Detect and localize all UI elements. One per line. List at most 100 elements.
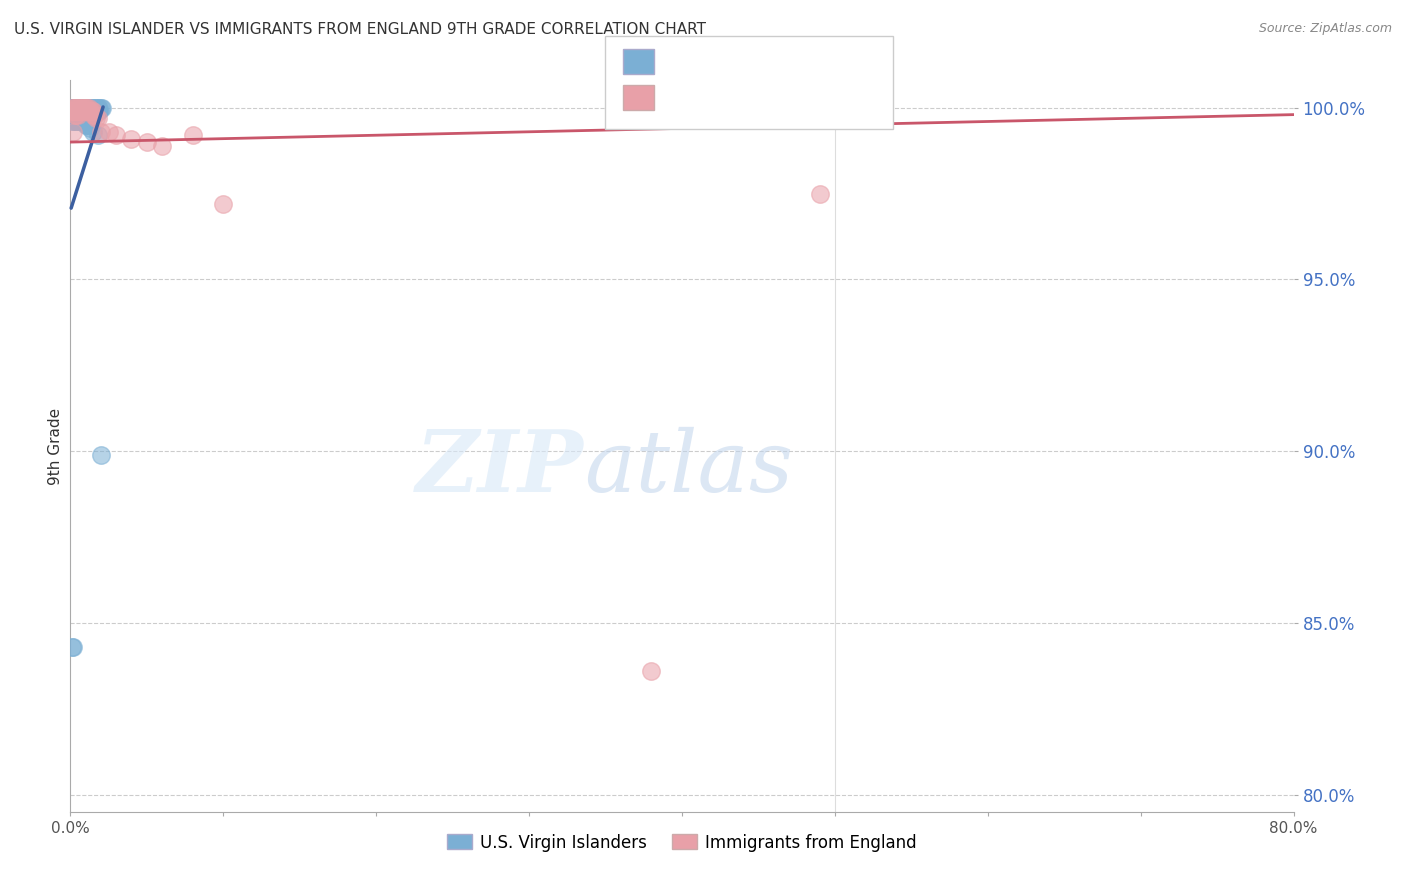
Point xyxy=(70,104,93,119)
Point xyxy=(83,104,105,119)
Point xyxy=(69,101,91,115)
Point xyxy=(60,114,83,128)
Point xyxy=(84,104,107,119)
Point xyxy=(80,104,103,119)
Point xyxy=(73,101,96,115)
Point xyxy=(63,104,86,119)
Point xyxy=(60,104,83,119)
Point xyxy=(90,125,112,139)
Point xyxy=(84,111,107,125)
Point xyxy=(76,104,98,119)
Point xyxy=(62,101,84,115)
Point xyxy=(89,104,111,119)
Point xyxy=(63,101,86,115)
Point xyxy=(60,101,83,115)
Point xyxy=(73,104,96,119)
Text: Source: ZipAtlas.com: Source: ZipAtlas.com xyxy=(1258,22,1392,36)
Point xyxy=(60,104,83,119)
Point xyxy=(62,114,84,128)
Point xyxy=(76,118,98,132)
Point xyxy=(63,104,86,119)
Point xyxy=(83,107,105,121)
Legend: U.S. Virgin Islanders, Immigrants from England: U.S. Virgin Islanders, Immigrants from E… xyxy=(440,827,924,858)
Point xyxy=(82,104,104,119)
Point xyxy=(65,101,87,115)
Point xyxy=(91,101,114,115)
Point xyxy=(90,448,112,462)
Point xyxy=(90,101,112,115)
Point xyxy=(181,128,204,143)
Point xyxy=(65,104,87,119)
Point xyxy=(77,118,100,132)
Point xyxy=(77,101,100,115)
Point xyxy=(66,104,89,119)
Point xyxy=(87,101,110,115)
Point xyxy=(66,107,89,121)
Point xyxy=(66,101,89,115)
Point xyxy=(62,640,84,654)
Point xyxy=(72,104,94,119)
Point xyxy=(72,104,94,119)
Point xyxy=(76,104,98,119)
Point xyxy=(66,101,89,115)
Point xyxy=(62,104,84,119)
Point xyxy=(63,114,86,128)
Point xyxy=(62,104,84,119)
Point xyxy=(62,125,84,139)
Point xyxy=(79,101,101,115)
Point xyxy=(72,101,94,115)
Point xyxy=(79,121,101,136)
Point xyxy=(60,104,83,119)
Point xyxy=(640,664,662,678)
Text: ZIP: ZIP xyxy=(416,426,583,509)
Point xyxy=(69,104,91,119)
Point xyxy=(66,101,89,115)
Point xyxy=(79,104,101,119)
Point xyxy=(75,101,97,115)
Point xyxy=(65,114,87,128)
Point xyxy=(60,111,83,125)
Point xyxy=(62,104,84,119)
Point xyxy=(63,107,86,121)
Point xyxy=(73,114,96,128)
Point xyxy=(69,104,91,119)
Point xyxy=(76,101,98,115)
Text: U.S. VIRGIN ISLANDER VS IMMIGRANTS FROM ENGLAND 9TH GRADE CORRELATION CHART: U.S. VIRGIN ISLANDER VS IMMIGRANTS FROM … xyxy=(14,22,706,37)
Point xyxy=(75,107,97,121)
Text: R = 0.034   N = 46: R = 0.034 N = 46 xyxy=(662,89,832,107)
Point xyxy=(65,104,87,119)
Point xyxy=(87,104,110,119)
Point xyxy=(75,104,97,119)
Point xyxy=(80,104,103,119)
Point xyxy=(65,107,87,121)
Point xyxy=(73,101,96,115)
Point xyxy=(62,104,84,119)
Point xyxy=(75,118,97,132)
Point xyxy=(77,104,100,119)
Point xyxy=(69,114,91,128)
Y-axis label: 9th Grade: 9th Grade xyxy=(48,408,63,484)
Point xyxy=(77,104,100,119)
Point xyxy=(105,128,128,143)
Point xyxy=(87,111,110,125)
Point xyxy=(63,101,86,115)
Point xyxy=(76,101,98,115)
Point xyxy=(84,101,107,115)
Point xyxy=(62,111,84,125)
Point xyxy=(70,101,93,115)
Text: R =  0.198   N = 74: R = 0.198 N = 74 xyxy=(662,54,838,72)
Point xyxy=(121,131,143,145)
Point xyxy=(72,101,94,115)
Point xyxy=(62,101,84,115)
Point xyxy=(60,101,83,115)
Point xyxy=(212,197,235,211)
Point xyxy=(60,101,83,115)
Point xyxy=(150,138,173,153)
Point xyxy=(65,107,87,121)
Point xyxy=(66,104,89,119)
Point xyxy=(69,107,91,121)
Point xyxy=(77,101,100,115)
Point xyxy=(66,107,89,121)
Point xyxy=(97,125,120,139)
Point xyxy=(70,101,93,115)
